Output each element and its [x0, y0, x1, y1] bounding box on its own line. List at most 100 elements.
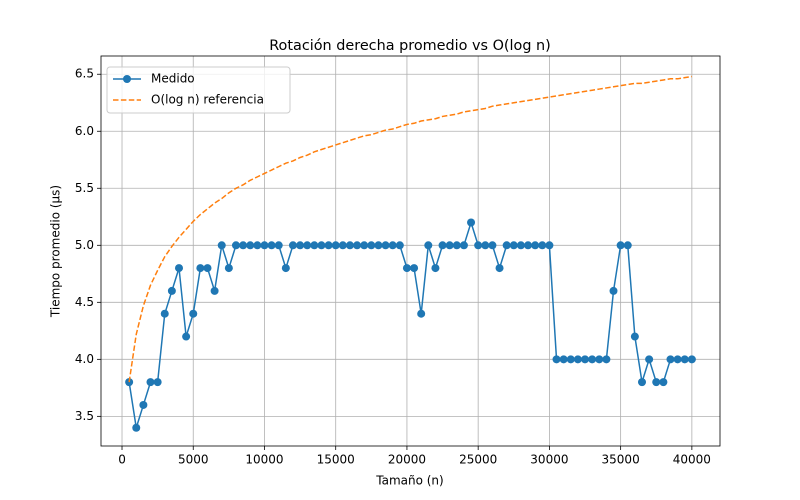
data-point — [524, 241, 533, 250]
data-point — [452, 241, 461, 250]
data-point — [367, 241, 376, 250]
data-point — [139, 400, 148, 409]
data-point — [203, 264, 212, 273]
data-point — [260, 241, 269, 250]
data-point — [488, 241, 497, 250]
y-tick-label: 5.0 — [75, 238, 94, 252]
y-axis-label: Tiempo promedio (µs) — [49, 185, 63, 318]
data-point — [196, 264, 205, 273]
data-point — [160, 309, 169, 318]
x-axis-label: Tamaño (n) — [375, 474, 443, 488]
data-point — [231, 241, 240, 250]
y-tick-label: 4.0 — [75, 352, 94, 366]
data-point — [602, 355, 611, 364]
legend-box — [106, 66, 291, 114]
data-point — [573, 355, 582, 364]
data-point — [410, 264, 419, 273]
data-point — [516, 241, 525, 250]
legend: Medido O(log n) referencia — [106, 66, 291, 114]
data-point — [182, 332, 191, 341]
x-tick-label: 35000 — [602, 453, 640, 467]
data-point — [581, 355, 590, 364]
data-point — [310, 241, 319, 250]
x-tick-label: 25000 — [459, 453, 497, 467]
data-point — [680, 355, 689, 364]
data-point — [481, 241, 490, 250]
data-point — [239, 241, 248, 250]
data-point — [132, 423, 141, 432]
x-tick-label: 0 — [118, 453, 126, 467]
data-point — [467, 218, 476, 227]
data-point — [645, 355, 654, 364]
data-point — [189, 309, 198, 318]
data-point — [360, 241, 369, 250]
data-point — [345, 241, 354, 250]
data-point — [381, 241, 390, 250]
data-point — [438, 241, 447, 250]
data-point — [666, 355, 675, 364]
data-point — [609, 286, 618, 295]
data-point — [659, 378, 668, 387]
data-point — [353, 241, 362, 250]
y-tick-label: 6.0 — [75, 124, 94, 138]
data-point — [224, 264, 233, 273]
x-tick-label: 5000 — [178, 453, 209, 467]
x-tick-label: 40000 — [673, 453, 711, 467]
data-point — [502, 241, 511, 250]
data-point — [495, 264, 504, 273]
y-tick-label: 5.5 — [75, 181, 94, 195]
chart-title: Rotación derecha promedio vs O(log n) — [269, 38, 551, 54]
data-point — [246, 241, 255, 250]
data-point — [424, 241, 433, 250]
x-tick-label: 10000 — [245, 453, 283, 467]
data-point — [338, 241, 347, 250]
data-point — [638, 378, 647, 387]
data-point — [417, 309, 426, 318]
data-point — [509, 241, 518, 250]
data-point — [395, 241, 404, 250]
data-point — [595, 355, 604, 364]
x-tick-label: 20000 — [388, 453, 426, 467]
data-point — [174, 264, 183, 273]
data-point — [331, 241, 340, 250]
data-point — [459, 241, 468, 250]
y-tick-label: 6.5 — [75, 67, 94, 81]
data-point — [559, 355, 568, 364]
data-point — [167, 286, 176, 295]
data-point — [253, 241, 262, 250]
data-point — [217, 241, 226, 250]
data-point — [545, 241, 554, 250]
data-point — [317, 241, 326, 250]
data-point — [388, 241, 397, 250]
data-point — [630, 332, 639, 341]
data-point — [288, 241, 297, 250]
data-point — [303, 241, 312, 250]
data-point — [267, 241, 276, 250]
data-point — [588, 355, 597, 364]
y-tick-label: 3.5 — [75, 409, 94, 423]
legend-label: O(log n) referencia — [151, 93, 264, 107]
legend-label: Medido — [151, 72, 195, 86]
series-line — [128, 75, 692, 383]
y-tick-label: 4.5 — [75, 295, 94, 309]
data-point — [281, 264, 290, 273]
legend-marker — [123, 75, 131, 83]
x-tick-label: 15000 — [317, 453, 355, 467]
data-point — [374, 241, 383, 250]
x-tick-label: 30000 — [530, 453, 568, 467]
data-point — [296, 241, 305, 250]
data-point — [431, 264, 440, 273]
data-point — [445, 241, 454, 250]
data-point — [687, 355, 696, 364]
data-point — [402, 264, 411, 273]
data-point — [153, 378, 162, 387]
data-point — [146, 378, 155, 387]
data-point — [210, 286, 219, 295]
data-point — [673, 355, 682, 364]
series-line — [128, 219, 692, 428]
data-point — [274, 241, 283, 250]
plot-frame — [100, 55, 721, 447]
data-point — [623, 241, 632, 250]
data-point — [531, 241, 540, 250]
